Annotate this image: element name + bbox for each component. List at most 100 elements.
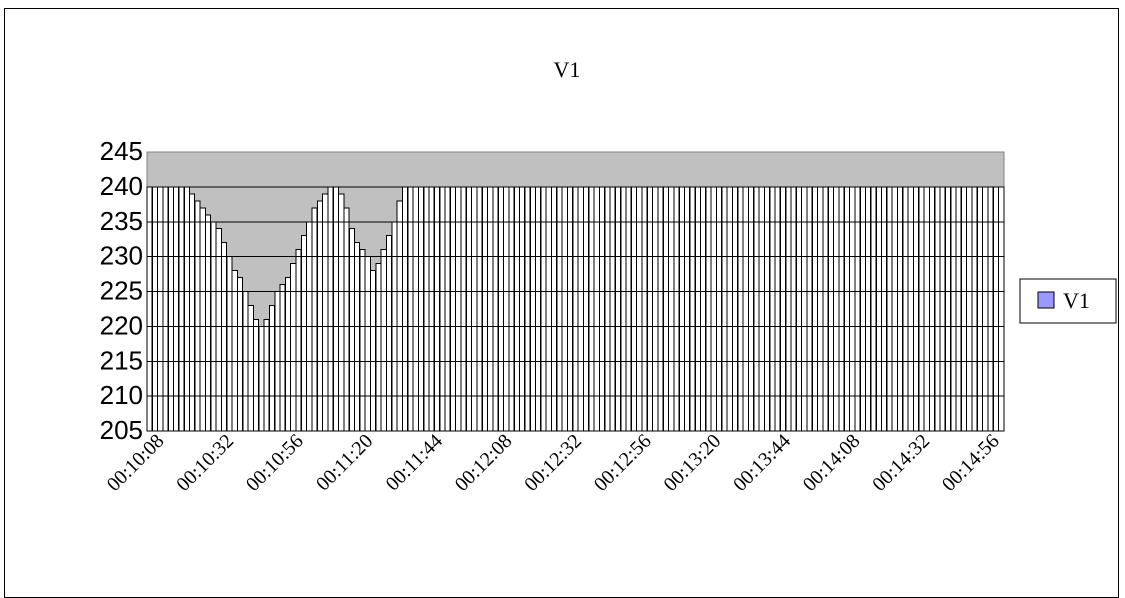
chart-frame: V1 205 210 215 220 225 230 235 240 245 00:10:08 0… bbox=[4, 8, 1119, 598]
y-tick-label: 240 bbox=[100, 171, 143, 201]
bar bbox=[183, 186, 190, 432]
bar bbox=[284, 277, 292, 432]
bar bbox=[327, 186, 334, 432]
bar bbox=[572, 186, 579, 432]
bar bbox=[657, 186, 664, 432]
bar bbox=[279, 284, 286, 432]
bar bbox=[817, 186, 824, 432]
bar bbox=[992, 186, 999, 432]
bar bbox=[870, 186, 877, 432]
x-tick-label: 00:14:56 bbox=[938, 430, 1004, 496]
bar bbox=[806, 186, 813, 432]
bar bbox=[966, 186, 973, 432]
chart-svg: V1 205 210 215 220 225 230 235 240 245 00:10:08 0… bbox=[100, 57, 1117, 496]
bar bbox=[753, 186, 760, 432]
bar bbox=[556, 186, 563, 432]
legend-label: V1 bbox=[1063, 288, 1090, 313]
bar bbox=[529, 186, 536, 432]
bar bbox=[801, 186, 808, 432]
bar bbox=[939, 186, 946, 432]
bar bbox=[359, 249, 366, 432]
bar bbox=[311, 207, 318, 432]
bar bbox=[348, 228, 355, 432]
bar bbox=[886, 186, 893, 432]
bar bbox=[609, 186, 616, 432]
y-tick-label: 210 bbox=[100, 380, 143, 410]
bar bbox=[322, 193, 329, 432]
bar bbox=[449, 186, 457, 432]
bar bbox=[758, 186, 765, 432]
bar bbox=[811, 186, 818, 432]
bar bbox=[268, 304, 276, 432]
bar bbox=[913, 186, 920, 432]
bar bbox=[380, 249, 387, 432]
bar bbox=[604, 186, 611, 432]
bar bbox=[646, 186, 653, 432]
bar bbox=[790, 186, 797, 432]
bar bbox=[833, 186, 840, 432]
bar bbox=[769, 186, 776, 432]
bar bbox=[173, 186, 180, 432]
bar bbox=[540, 186, 547, 432]
bar bbox=[737, 186, 744, 432]
bar bbox=[492, 186, 499, 432]
bar bbox=[822, 186, 829, 432]
bar bbox=[838, 186, 845, 432]
bar bbox=[343, 207, 350, 432]
bar bbox=[598, 186, 606, 432]
bar bbox=[620, 186, 627, 432]
y-tick-label: 230 bbox=[100, 241, 143, 271]
bar bbox=[902, 186, 909, 432]
bar bbox=[854, 186, 861, 432]
x-tick-label: 00:11:20 bbox=[312, 430, 377, 495]
bar bbox=[465, 186, 473, 432]
bar bbox=[944, 186, 952, 432]
bar bbox=[928, 186, 936, 432]
bar bbox=[694, 186, 701, 432]
bar bbox=[157, 186, 164, 432]
bar bbox=[290, 263, 297, 432]
bar bbox=[567, 186, 574, 432]
x-tick-label: 00:13:44 bbox=[729, 430, 795, 496]
legend-swatch bbox=[1037, 291, 1055, 309]
bar bbox=[636, 186, 643, 432]
bar bbox=[732, 186, 739, 432]
bar bbox=[630, 186, 638, 432]
bar bbox=[513, 186, 520, 432]
bar bbox=[577, 186, 584, 432]
bar bbox=[263, 318, 270, 432]
bar bbox=[205, 214, 212, 432]
bar bbox=[231, 270, 238, 432]
bar bbox=[215, 228, 222, 432]
bar bbox=[726, 186, 733, 432]
bar bbox=[763, 186, 771, 432]
bar bbox=[151, 186, 158, 432]
bar bbox=[662, 186, 669, 432]
gridlines bbox=[147, 186, 1004, 397]
bar bbox=[407, 186, 414, 432]
bar bbox=[742, 186, 749, 432]
bar bbox=[795, 186, 803, 432]
bar bbox=[226, 256, 233, 432]
x-tick-label: 00:13:20 bbox=[659, 430, 725, 496]
bar bbox=[412, 186, 419, 432]
x-tick-label: 00:10:32 bbox=[172, 430, 238, 496]
bar bbox=[508, 186, 515, 432]
bar bbox=[535, 186, 542, 432]
y-tick-label: 220 bbox=[100, 310, 143, 340]
bar bbox=[678, 186, 685, 432]
bar bbox=[779, 186, 787, 432]
bar bbox=[402, 186, 409, 432]
bar bbox=[439, 186, 446, 432]
bar bbox=[881, 186, 888, 432]
y-tick-label: 225 bbox=[100, 276, 143, 306]
bar bbox=[785, 186, 792, 432]
x-tick-label: 00:12:32 bbox=[520, 430, 586, 496]
bar bbox=[684, 186, 691, 432]
bar bbox=[258, 325, 265, 432]
bar bbox=[561, 186, 568, 432]
bar bbox=[428, 186, 435, 432]
bar bbox=[252, 318, 260, 432]
y-tick-label: 235 bbox=[100, 206, 143, 236]
bar bbox=[673, 186, 680, 432]
